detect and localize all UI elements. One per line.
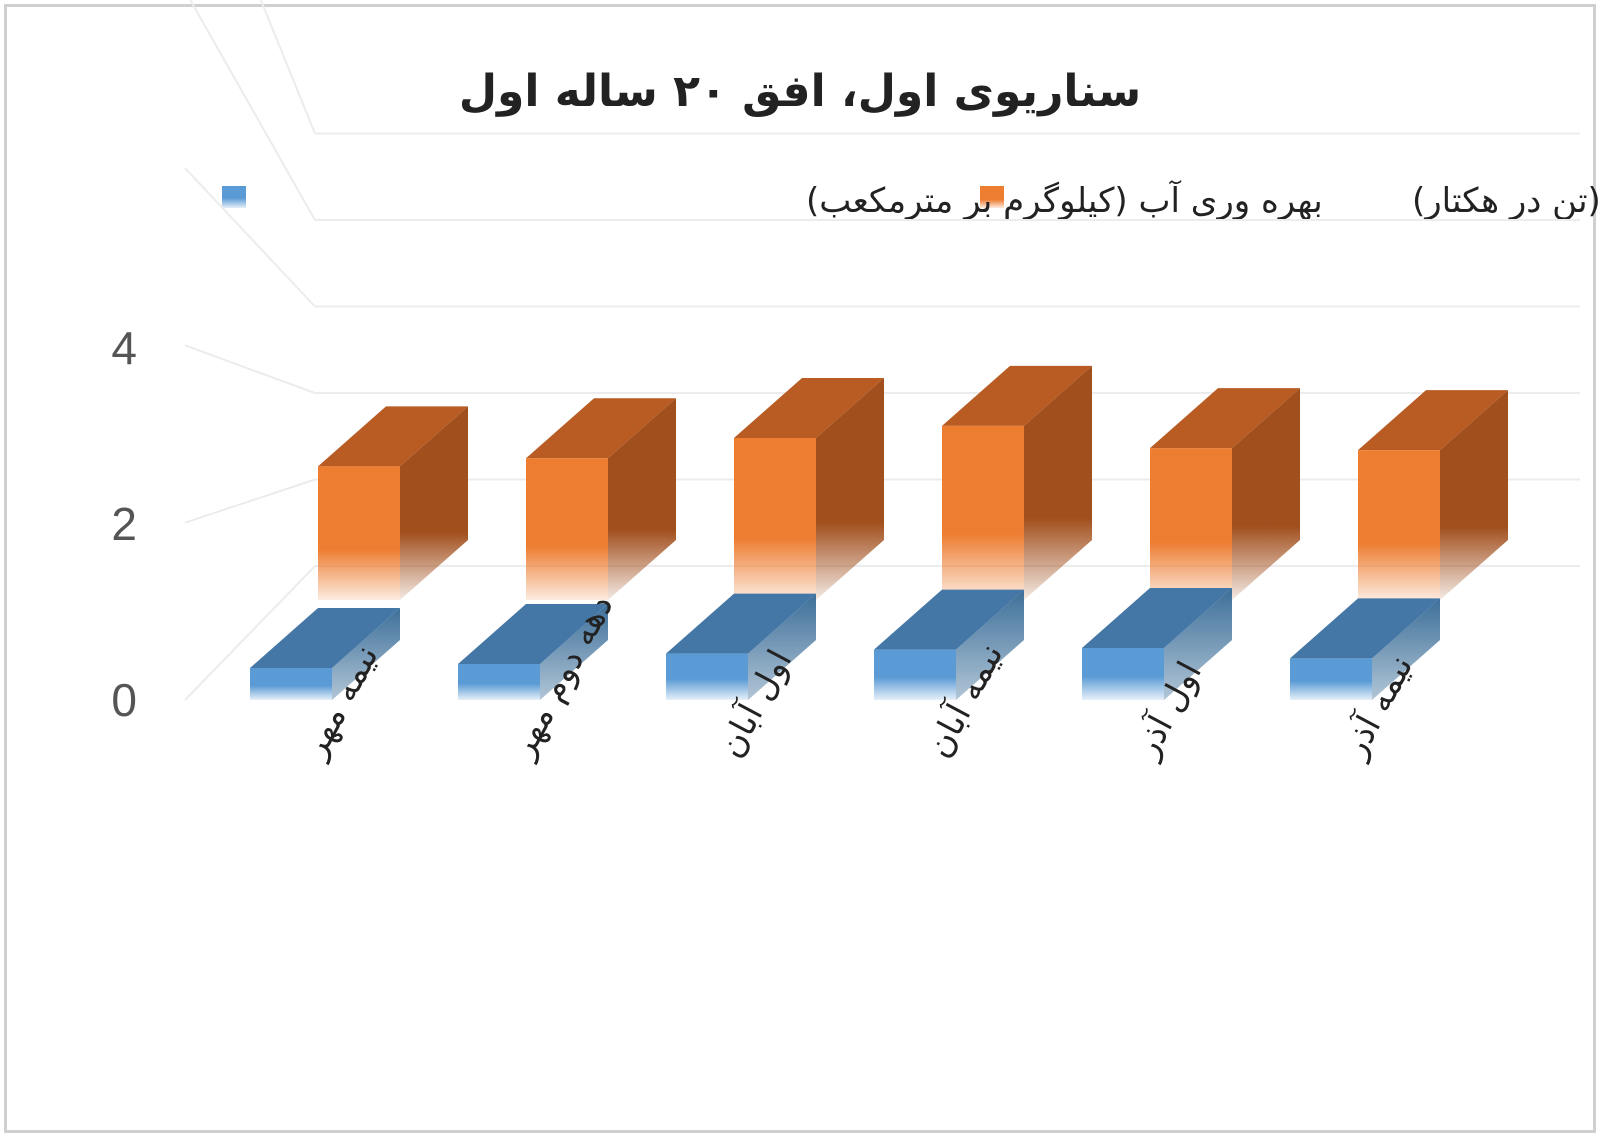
- bar-side: [1024, 365, 1092, 600]
- bar-front: [526, 458, 608, 600]
- bar-blue: [666, 593, 816, 700]
- bar-side: [816, 378, 884, 600]
- bar-side: [1440, 390, 1508, 600]
- y-tick-label: 4: [111, 322, 137, 374]
- bar-orange: [942, 365, 1092, 600]
- bar-top: [734, 378, 884, 438]
- bar-front: [1290, 658, 1372, 700]
- legend-label-series-1: بهره وری آب (کیلوگرم بر مترمکعب): [806, 180, 1323, 221]
- bar-front: [1150, 448, 1232, 600]
- bar-top: [942, 365, 1092, 426]
- bar-front: [666, 653, 748, 700]
- bar-front: [458, 664, 540, 700]
- bar-front: [250, 668, 332, 700]
- bar-orange: [734, 378, 884, 600]
- bar-side: [608, 398, 676, 600]
- bar-orange: [526, 398, 676, 600]
- bar-top: [1082, 588, 1232, 648]
- bar-orange: [1150, 388, 1300, 600]
- bar-side: [1372, 598, 1440, 700]
- gridline-depth: [184, 565, 316, 701]
- gridline-depth: [189, 0, 316, 221]
- bar-side: [400, 406, 468, 600]
- bar-front: [1358, 450, 1440, 600]
- bar-orange: [1358, 390, 1508, 600]
- bar-side: [1232, 388, 1300, 600]
- bar-blue: [1082, 588, 1232, 700]
- bar-top: [1150, 388, 1300, 449]
- bar-blue: [250, 608, 400, 700]
- bar-side: [748, 593, 816, 700]
- bar-front: [942, 425, 1024, 600]
- bar-side: [332, 608, 400, 700]
- bar-side: [540, 604, 608, 700]
- bar-front: [874, 649, 956, 700]
- legend-swatch-series-0: [980, 186, 1004, 208]
- bar-top: [526, 398, 676, 459]
- bar-blue: [874, 589, 1024, 700]
- bar-top: [318, 406, 468, 467]
- bar-top: [250, 608, 400, 668]
- bar-side: [956, 589, 1024, 700]
- legend-label-series-0: عملکرد دانه (تن در هکتار): [1412, 181, 1604, 221]
- bar-top: [1290, 598, 1440, 659]
- y-tick-label: 2: [111, 498, 137, 550]
- bar-top: [874, 589, 1024, 650]
- bar-side: [1164, 588, 1232, 700]
- bar-top: [1358, 390, 1508, 451]
- legend-swatch-series-1: [222, 186, 246, 208]
- gridline-depth: [184, 478, 316, 524]
- bar-front: [734, 438, 816, 600]
- bar-top: [458, 604, 608, 664]
- gridline-depth: [184, 344, 316, 394]
- y-tick-label: 0: [111, 674, 137, 726]
- y-axis-ticks: 0 2 4: [111, 322, 137, 726]
- bar-front: [318, 466, 400, 600]
- legend: عملکرد دانه (تن در هکتار) بهره وری آب (ک…: [222, 180, 1604, 221]
- bar-blue: [458, 604, 608, 700]
- bar-front: [1082, 648, 1164, 700]
- bar-top: [666, 593, 816, 654]
- gridline-depth: [184, 167, 316, 308]
- bar-blue: [1290, 598, 1440, 700]
- bars: [250, 365, 1508, 700]
- chart-title: سناریوی اول، افق ۲۰ ساله اول: [459, 66, 1141, 117]
- bar-orange: [318, 406, 468, 600]
- gridline-depth: [259, 0, 316, 134]
